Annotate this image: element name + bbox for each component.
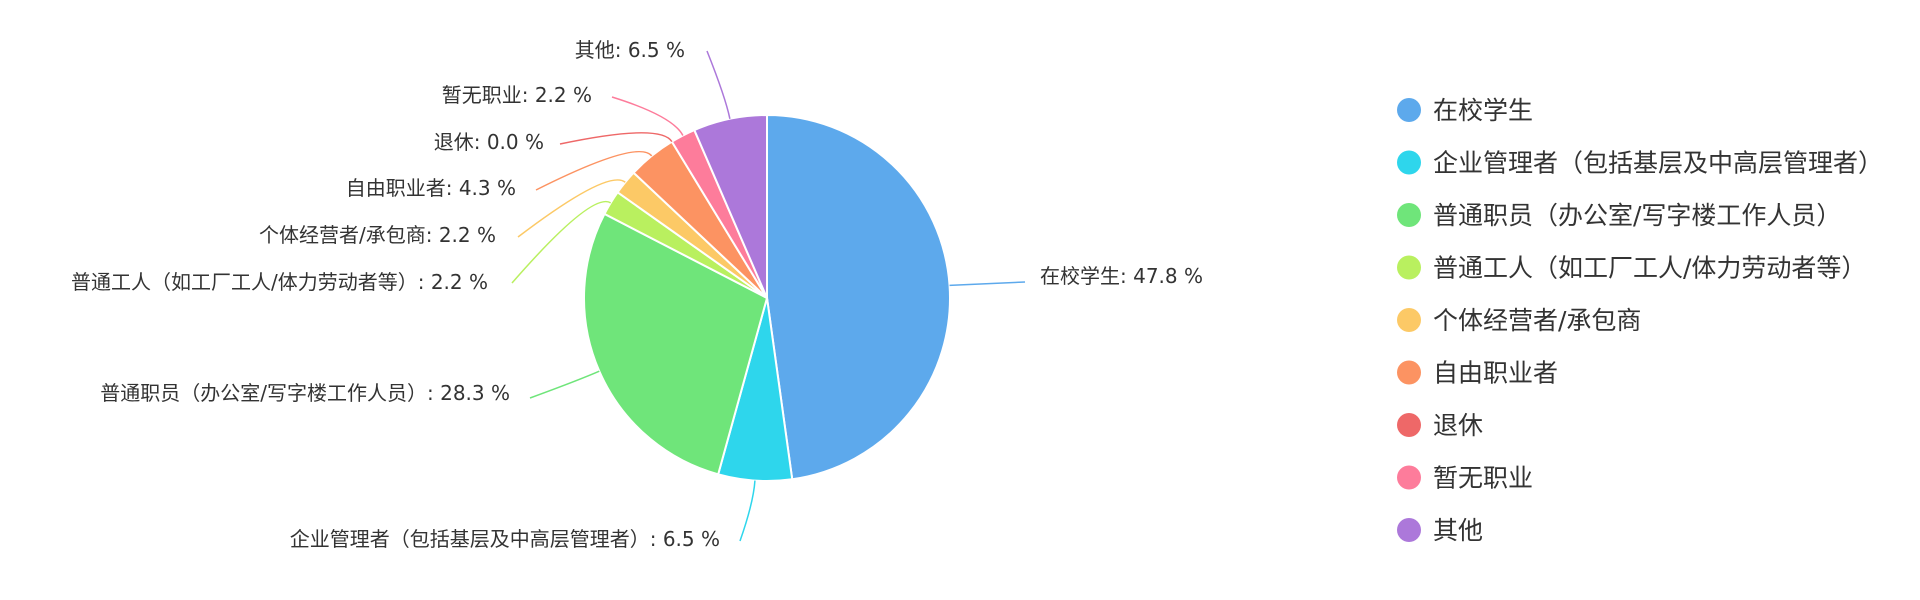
label-leader-lines [511, 50, 1026, 542]
legend-label: 在校学生 [1433, 96, 1533, 125]
legend-swatch [1397, 360, 1421, 385]
leader-line [511, 200, 612, 284]
data-label: 在校学生: 47.8 % [1040, 264, 1203, 288]
leader-line [949, 281, 1026, 287]
data-label: 普通工人（如工厂工人/体力劳动者等）: 2.2 % [71, 270, 488, 294]
leader-line [517, 179, 626, 238]
data-label: 个体经营者/承包商: 2.2 % [259, 223, 496, 247]
leader-line [535, 150, 653, 191]
legend-item[interactable]: 其他 [1397, 516, 1483, 545]
legend-label: 普通工人（如工厂工人/体力劳动者等） [1433, 254, 1866, 283]
legend-label: 自由职业者 [1433, 359, 1558, 388]
leader-line [529, 370, 600, 399]
legend-swatch [1397, 308, 1421, 332]
legend-label: 暂无职业 [1433, 464, 1533, 493]
leader-line [559, 132, 673, 145]
legend-swatch [1397, 203, 1421, 227]
legend-label: 其他 [1433, 516, 1483, 545]
data-labels: 在校学生: 47.8 % 企业管理者（包括基层及中高层管理者）: 6.5 % 普通职… [71, 38, 1203, 551]
legend-swatch [1397, 465, 1421, 490]
data-label: 自由职业者: 4.3 % [346, 176, 516, 200]
legend-swatch [1397, 255, 1421, 280]
leader-line [739, 480, 756, 542]
legend-swatch [1397, 518, 1421, 542]
legend-item[interactable]: 普通职员（办公室/写字楼工作人员） [1397, 201, 1841, 230]
pie-slice[interactable] [766, 113, 951, 481]
legend-label: 普通职员（办公室/写字楼工作人员） [1433, 201, 1841, 230]
legend-label: 个体经营者/承包商 [1433, 306, 1641, 335]
legend-item[interactable]: 企业管理者（包括基层及中高层管理者） [1397, 149, 1883, 178]
legend-item[interactable]: 在校学生 [1397, 96, 1533, 125]
legend-item[interactable]: 个体经营者/承包商 [1397, 306, 1641, 335]
data-label: 退休: 0.0 % [434, 130, 544, 154]
data-label: 其他: 6.5 % [575, 38, 685, 62]
pie-slice[interactable] [583, 212, 769, 476]
data-label: 暂无职业: 2.2 % [442, 83, 592, 107]
legend-swatch [1397, 98, 1421, 122]
leader-line [706, 50, 731, 119]
leader-line [611, 96, 684, 136]
legend-label: 企业管理者（包括基层及中高层管理者） [1433, 149, 1883, 178]
pie-slice[interactable] [693, 113, 768, 299]
legend-item[interactable]: 暂无职业 [1397, 464, 1533, 493]
pie-slices [583, 113, 951, 482]
legend-swatch [1397, 150, 1421, 175]
legend-label: 退休 [1433, 411, 1483, 440]
legend-swatch [1397, 413, 1421, 437]
data-label: 普通职员（办公室/写字楼工作人员）: 28.3 % [100, 381, 510, 405]
legend-item[interactable]: 自由职业者 [1397, 359, 1558, 388]
data-label: 企业管理者（包括基层及中高层管理者）: 6.5 % [290, 527, 720, 551]
legend-item[interactable]: 普通工人（如工厂工人/体力劳动者等） [1397, 254, 1866, 283]
legend-item[interactable]: 退休 [1397, 411, 1483, 440]
